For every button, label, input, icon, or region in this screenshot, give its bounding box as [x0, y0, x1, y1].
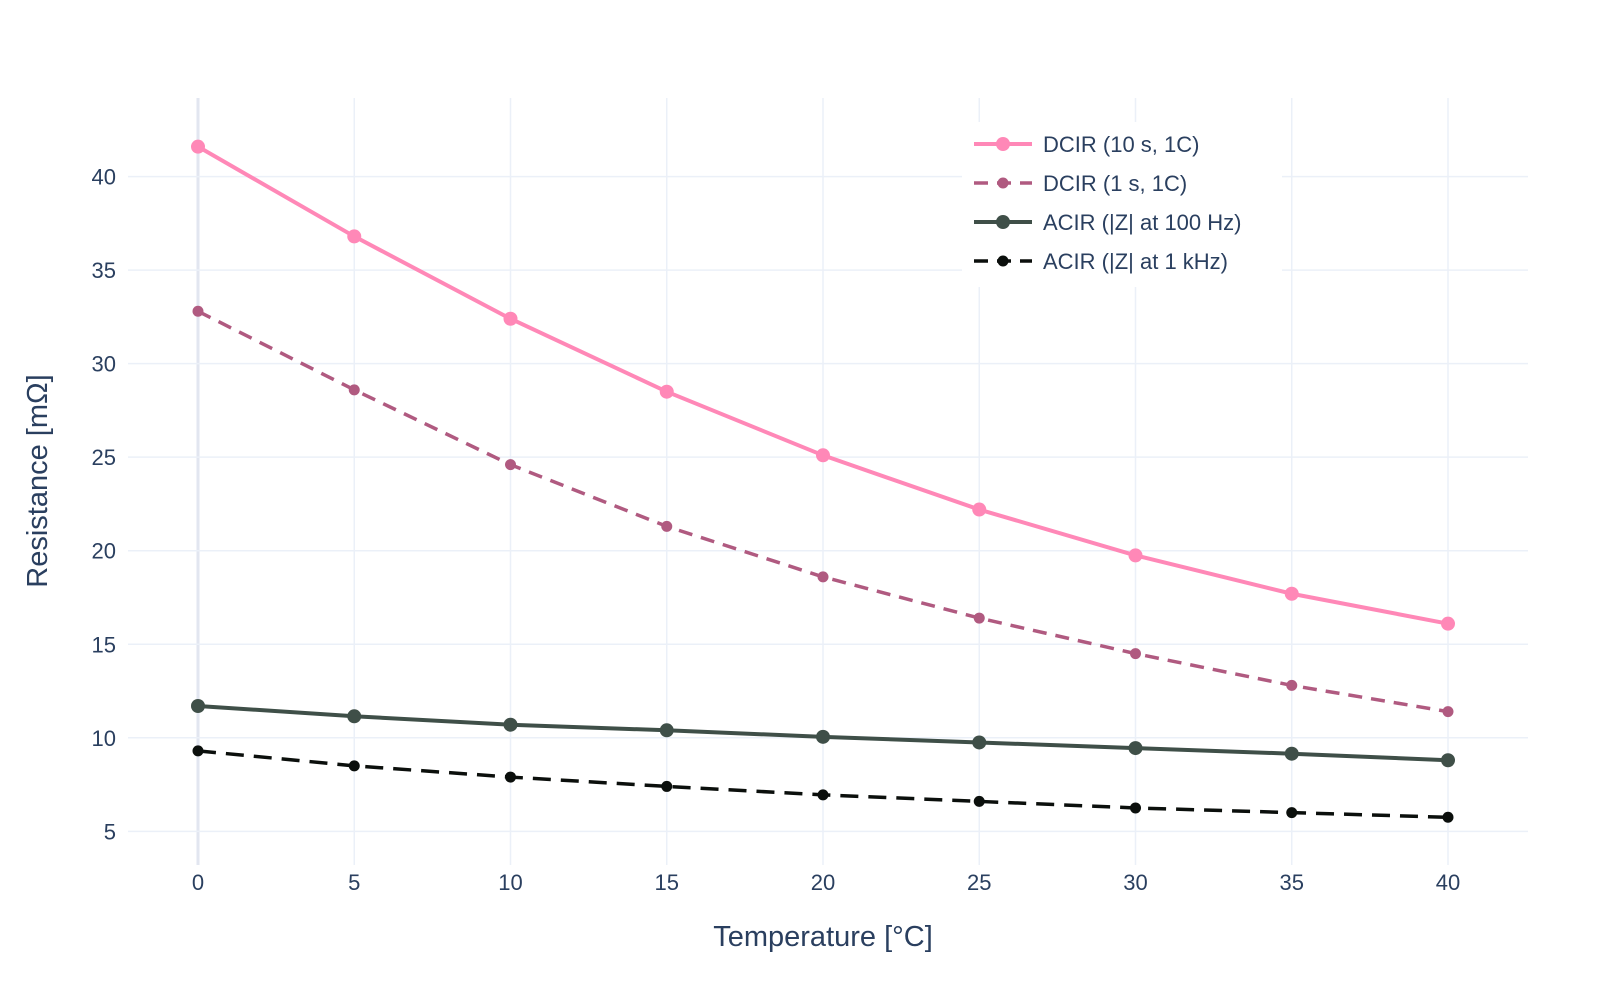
- data-point: [816, 448, 830, 463]
- data-point: [1128, 548, 1143, 563]
- data-point: [191, 139, 205, 154]
- data-point: [503, 717, 518, 732]
- data-point: [347, 229, 362, 244]
- data-point: [1284, 746, 1299, 761]
- data-point: [659, 384, 674, 399]
- x-tick-label: 25: [967, 870, 991, 895]
- y-tick-label: 15: [92, 632, 116, 657]
- y-axis-title: Resistance [mΩ]: [22, 374, 54, 587]
- data-point: [1286, 679, 1298, 691]
- data-point: [972, 735, 987, 750]
- x-tick-label: 20: [811, 870, 835, 895]
- data-point: [1441, 616, 1455, 631]
- legend-item-label: ACIR (|Z| at 100 Hz): [1043, 210, 1241, 235]
- legend-item-label: DCIR (1 s, 1C): [1043, 171, 1187, 196]
- y-tick-label: 35: [92, 258, 116, 283]
- y-tick-label: 10: [92, 726, 116, 751]
- grid: 0 5 10 15 20 25 30 35 40 5 10 15 20 25 30 35 40: [92, 98, 1528, 895]
- legend-item-label: DCIR (10 s, 1C): [1043, 132, 1199, 157]
- data-point: [1130, 802, 1141, 814]
- data-point: [1128, 741, 1143, 756]
- data-point: [191, 698, 205, 713]
- y-tick-label: 20: [92, 539, 116, 564]
- y-tick-label: 40: [92, 165, 116, 190]
- data-point: [1442, 706, 1454, 718]
- data-point: [1442, 811, 1454, 823]
- legend-swatch-marker: [997, 177, 1009, 189]
- data-point: [1441, 753, 1455, 768]
- data-point: [1286, 807, 1298, 819]
- legend-swatch-marker: [996, 215, 1010, 229]
- x-tick-label: 35: [1280, 870, 1304, 895]
- x-tick-label: 30: [1123, 870, 1147, 895]
- data-point: [973, 612, 985, 624]
- x-tick-label: 5: [348, 870, 360, 895]
- data-point: [347, 709, 362, 724]
- data-point: [972, 502, 987, 517]
- data-point: [661, 520, 673, 532]
- legend[interactable]: DCIR (10 s, 1C) DCIR (1 s, 1C) ACIR (|Z| a…: [962, 122, 1282, 287]
- legend-swatch-marker: [997, 255, 1009, 267]
- data-point: [659, 723, 674, 738]
- x-axis-title: Temperature [°C]: [713, 921, 933, 953]
- legend-swatch-marker: [996, 137, 1010, 151]
- data-point: [505, 459, 516, 471]
- data-point: [505, 771, 516, 783]
- y-tick-label: 25: [92, 445, 116, 470]
- legend-background: [962, 122, 1282, 287]
- data-point: [503, 311, 518, 326]
- x-tick-label: 15: [655, 870, 679, 895]
- series-layer: [191, 139, 1455, 823]
- x-tick-label: 40: [1436, 870, 1460, 895]
- data-point: [816, 729, 830, 744]
- data-point: [192, 305, 204, 317]
- data-point: [1284, 586, 1299, 601]
- data-point: [661, 780, 673, 792]
- data-point: [348, 384, 360, 396]
- y-tick-label: 30: [92, 352, 116, 377]
- legend-item-label: ACIR (|Z| at 1 kHz): [1043, 249, 1228, 274]
- data-point: [973, 795, 985, 807]
- data-point: [1130, 648, 1141, 660]
- x-tick-label: 0: [192, 870, 204, 895]
- data-point: [192, 745, 204, 757]
- y-tick-label: 5: [104, 819, 116, 844]
- data-point: [817, 789, 829, 801]
- data-point: [348, 760, 360, 772]
- data-point: [817, 571, 829, 583]
- x-tick-label: 10: [498, 870, 522, 895]
